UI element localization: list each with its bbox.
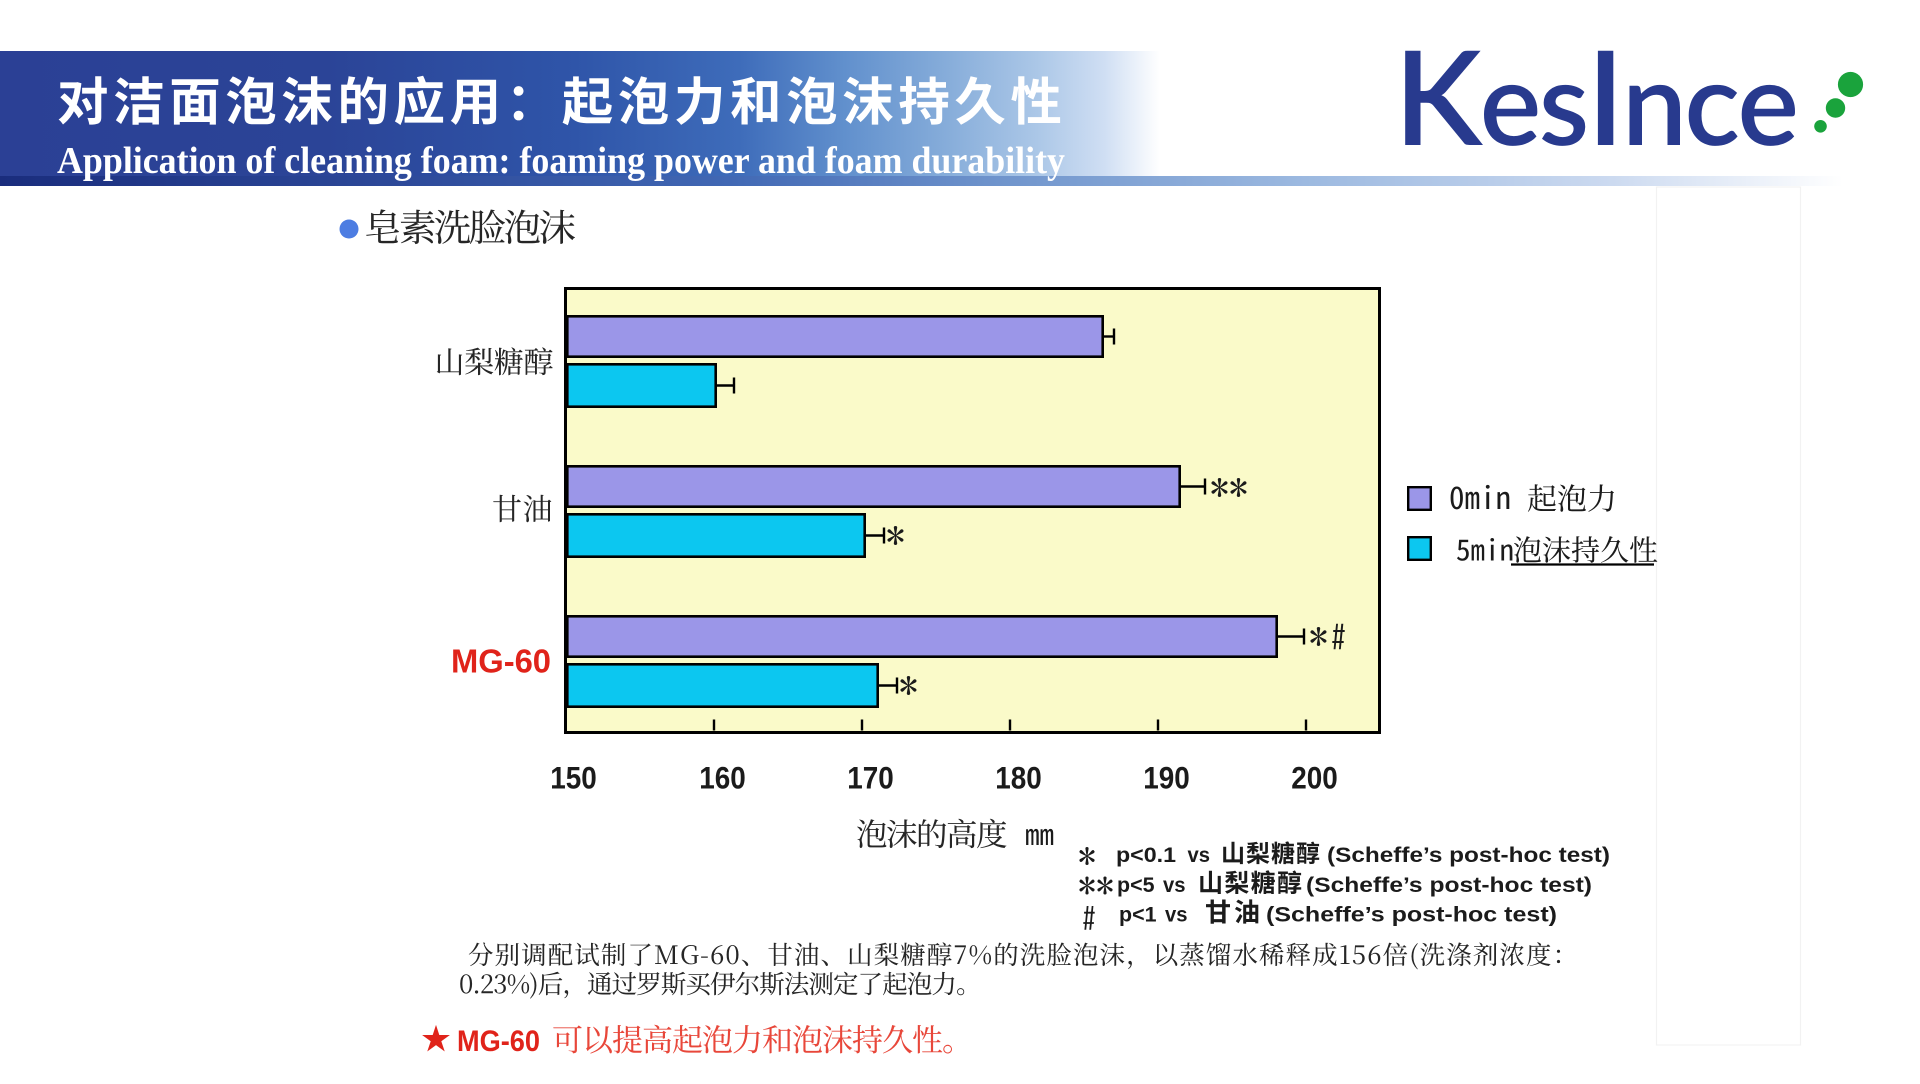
svg-text:160: 160 — [699, 760, 746, 796]
svg-text:(Scheffe’s post-hoc test): (Scheffe’s post-hoc test) — [1327, 844, 1610, 867]
svg-text:vs: vs — [1165, 903, 1188, 926]
svg-text:p<1: p<1 — [1119, 903, 1157, 926]
svg-text:180: 180 — [995, 760, 1042, 796]
svg-text:190: 190 — [1143, 760, 1190, 796]
svg-text:150: 150 — [550, 760, 597, 796]
svg-text:200: 200 — [1291, 760, 1338, 796]
svg-text:MG-60: MG-60 — [451, 643, 551, 680]
svg-text:Application of cleaning foam:: Application of cleaning foam: foaming po… — [57, 140, 1065, 182]
svg-text:p<0.1: p<0.1 — [1116, 844, 1176, 867]
svg-text:(Scheffe’s post-hoc test): (Scheffe’s post-hoc test) — [1266, 903, 1557, 926]
svg-text:vs: vs — [1163, 874, 1186, 897]
svg-text:(Scheffe’s post-hoc test): (Scheffe’s post-hoc test) — [1306, 874, 1592, 897]
svg-text:vs: vs — [1188, 844, 1211, 867]
svg-text:MG-60: MG-60 — [457, 1025, 540, 1058]
svg-text:170: 170 — [847, 760, 894, 796]
svg-text:p<5: p<5 — [1117, 874, 1155, 897]
